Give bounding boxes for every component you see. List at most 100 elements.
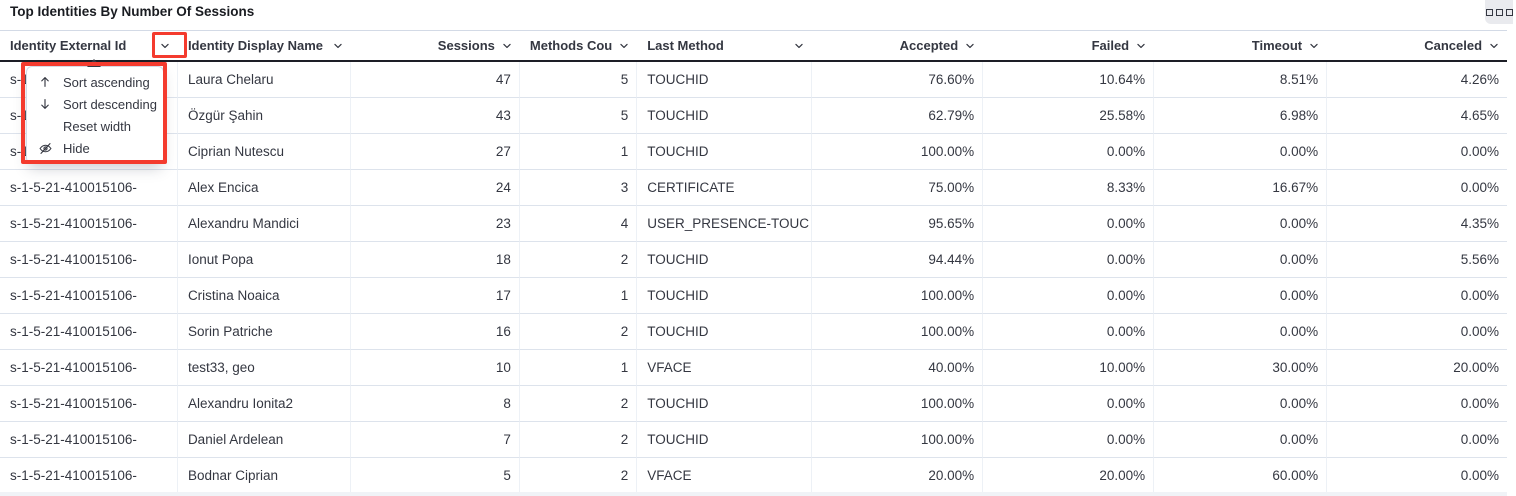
table-body: s-1-5-21-410015106-Laura Chelaru475TOUCH… — [0, 62, 1508, 494]
cell-methods-count: 2 — [519, 458, 638, 494]
cell-failed: 20.00% — [983, 458, 1155, 494]
cell-failed: 8.33% — [983, 170, 1155, 206]
cell-canceled: 5.56% — [1327, 242, 1508, 278]
table-row: s-1-5-21-410015106- test33, geo 10 1 VFACE 40… — [0, 350, 1508, 386]
column-actions-button[interactable] — [331, 39, 345, 53]
panel-title: Top Identities By Number Of Sessions — [10, 4, 255, 19]
cell-identity-display-name: Alexandru Ionita2 — [177, 386, 351, 422]
cell-sessions: 7 — [350, 422, 520, 458]
cell-accepted: 100.00% — [812, 422, 984, 458]
cell-failed: 0.00% — [983, 134, 1155, 170]
cell-identity-external-id: s-1-5-21-410015106- — [0, 386, 178, 422]
column-header-timeout: Timeout — [1154, 31, 1327, 60]
cell-canceled: 4.65% — [1327, 98, 1508, 134]
table-row: s-1-5-21-410015106- Alex Encica 24 3 CERTIFI… — [0, 170, 1508, 206]
cell-timeout: 0.00% — [1154, 134, 1328, 170]
menu-item-hide[interactable]: Hide — [27, 137, 163, 159]
cell-failed: 0.00% — [983, 386, 1155, 422]
table-row: s-1-5-21-410015106-Özgür Şahin435TOUCHID… — [0, 98, 1508, 134]
cell-accepted: 100.00% — [812, 386, 984, 422]
cell-methods-count: 2 — [519, 386, 638, 422]
cell-identity-display-name: Bodnar Ciprian — [177, 458, 351, 494]
cell-canceled: 0.00% — [1327, 134, 1508, 170]
column-header-failed: Failed — [983, 31, 1154, 60]
menu-item-sort-ascending[interactable]: Sort ascending — [27, 71, 163, 93]
column-header-last-method: Last Method — [637, 31, 812, 60]
cell-identity-display-name: Alex Encica — [177, 170, 351, 206]
cell-timeout: 0.00% — [1154, 278, 1328, 314]
column-header-label: Accepted — [899, 38, 959, 53]
cell-accepted: 40.00% — [812, 350, 984, 386]
cell-accepted: 100.00% — [812, 314, 984, 350]
cell-timeout: 30.00% — [1154, 350, 1328, 386]
panel-bottom-shadow — [0, 492, 1507, 496]
cell-sessions: 27 — [350, 134, 520, 170]
cell-canceled: 20.00% — [1327, 350, 1508, 386]
cell-identity-display-name: Cristina Noaica — [177, 278, 351, 314]
table-header-row: Identity External Id Identity Display Nam… — [0, 30, 1507, 62]
menu-item-label: Reset width — [63, 118, 131, 134]
cell-identity-display-name: Laura Chelaru — [177, 62, 351, 98]
column-actions-button[interactable] — [158, 39, 172, 53]
cell-sessions: 5 — [350, 458, 520, 494]
cell-canceled: 4.26% — [1327, 62, 1508, 98]
cell-methods-count: 5 — [519, 62, 638, 98]
cell-identity-display-name: Özgür Şahin — [177, 98, 351, 134]
cell-identity-external-id: s-1-5-21-410015106- — [0, 350, 178, 386]
cell-last-method: TOUCHID — [637, 386, 813, 422]
cell-accepted: 62.79% — [812, 98, 984, 134]
cell-sessions: 43 — [350, 98, 520, 134]
column-actions-button[interactable] — [1307, 39, 1321, 53]
cell-methods-count: 2 — [519, 314, 638, 350]
cell-accepted: 20.00% — [812, 458, 984, 494]
table-row: s-1-5-21-410015106- Cristina Noaica 17 1 TOU… — [0, 278, 1508, 314]
cell-canceled: 0.00% — [1327, 458, 1508, 494]
table-row: s-1-5-21-410015106- Ionut Popa 18 2 TOUCHID 9… — [0, 242, 1508, 278]
boxes-horizontal-icon — [1485, 8, 1493, 16]
column-header-label: Last Method — [647, 38, 724, 53]
cell-methods-count: 2 — [519, 242, 638, 278]
column-actions-button[interactable] — [1134, 39, 1148, 53]
boxes-horizontal-icon — [1495, 8, 1503, 16]
cell-last-method: TOUCHID — [637, 134, 813, 170]
cell-sessions: 16 — [350, 314, 520, 350]
cell-canceled: 0.00% — [1327, 422, 1508, 458]
cell-identity-external-id: s-1-5-21-410015106- — [0, 242, 178, 278]
cell-last-method: TOUCHID — [637, 422, 813, 458]
cell-failed: 10.00% — [983, 350, 1155, 386]
cell-methods-count: 5 — [519, 98, 638, 134]
cell-identity-display-name: Sorin Patriche — [177, 314, 351, 350]
column-actions-menu: Sort ascending Sort descending Reset wid… — [26, 59, 164, 164]
cell-methods-count: 2 — [519, 422, 638, 458]
cell-failed: 0.00% — [983, 278, 1155, 314]
column-header-label: Failed — [1091, 38, 1130, 53]
cell-last-method: USER_PRESENCE-TOUC — [637, 206, 813, 242]
cell-methods-count: 4 — [519, 206, 638, 242]
cell-identity-display-name: test33, geo — [177, 350, 351, 386]
cell-timeout: 60.00% — [1154, 458, 1328, 494]
cell-identity-display-name: Ciprian Nutescu — [177, 134, 351, 170]
cell-identity-external-id: s-1-5-21-410015106- — [0, 206, 178, 242]
cell-timeout: 0.00% — [1154, 242, 1328, 278]
column-header-canceled: Canceled — [1327, 31, 1507, 60]
column-actions-button[interactable] — [963, 39, 977, 53]
cell-identity-external-id: s-1-5-21-410015106- — [0, 458, 178, 494]
cell-accepted: 94.44% — [812, 242, 984, 278]
menu-item-sort-descending[interactable]: Sort descending — [27, 93, 163, 115]
sort-descending-icon — [37, 96, 53, 112]
column-actions-button[interactable] — [500, 39, 514, 53]
column-actions-button[interactable] — [617, 39, 631, 53]
cell-identity-external-id: s-1-5-21-410015106- — [0, 314, 178, 350]
cell-timeout: 8.51% — [1154, 62, 1328, 98]
column-actions-button[interactable] — [1487, 39, 1501, 53]
cell-identity-display-name: Alexandru Mandici — [177, 206, 351, 242]
column-actions-button[interactable] — [792, 39, 806, 53]
empty-icon-slot — [37, 118, 53, 134]
cell-last-method: TOUCHID — [637, 314, 813, 350]
table-row: s-1-5-21-410015106- Alexandru Mandici 23 4 U… — [0, 206, 1508, 242]
panel-options-button[interactable] — [1485, 0, 1513, 24]
cell-canceled: 0.00% — [1327, 386, 1508, 422]
menu-item-reset-width[interactable]: Reset width — [27, 115, 163, 137]
cell-identity-display-name: Daniel Ardelean — [177, 422, 351, 458]
